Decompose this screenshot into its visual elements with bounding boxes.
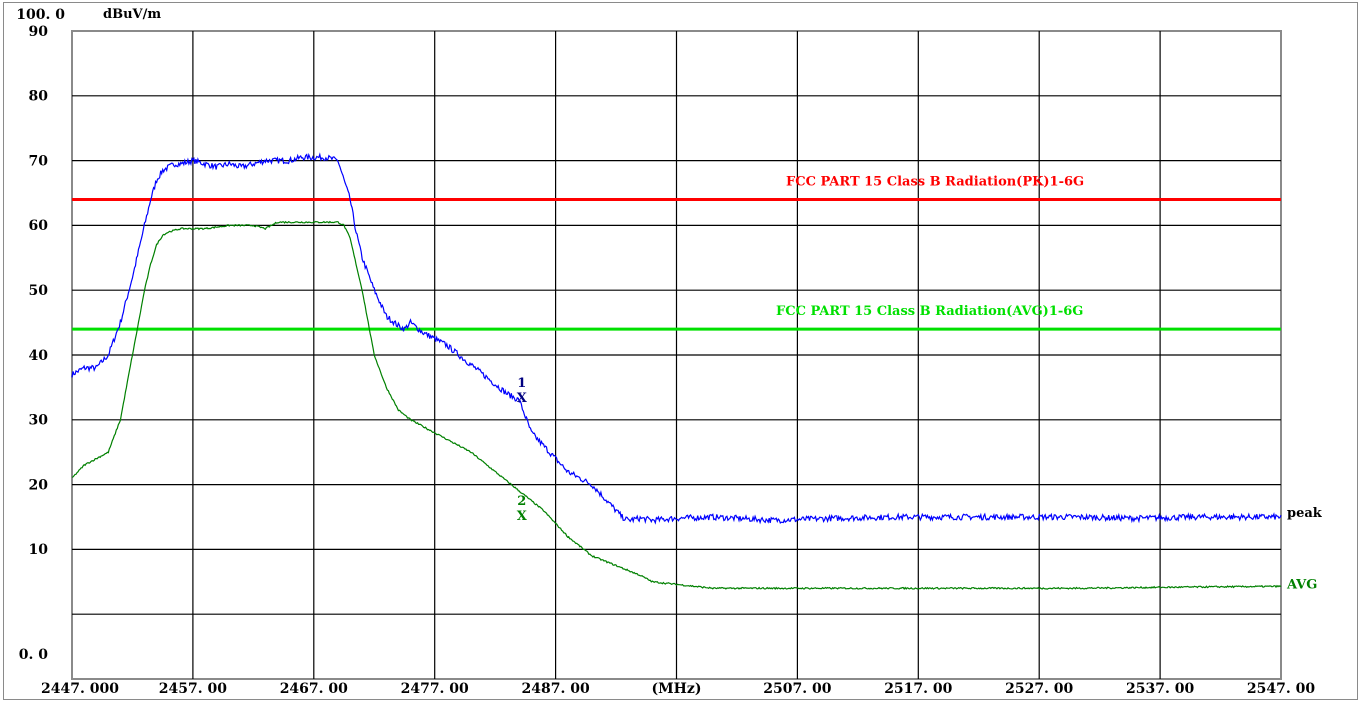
x-tick-label: 2447. 000 <box>41 681 119 697</box>
y-tick-label: 30 <box>29 413 49 429</box>
series-line-peak <box>71 152 1282 525</box>
y-tick-label: 70 <box>29 153 49 169</box>
marker-symbol: X <box>517 509 528 524</box>
y-tick-label: 90 <box>29 24 49 40</box>
limit-lines: FCC PART 15 Class B Radiation(PK)1-6G FCC… <box>72 174 1281 331</box>
series-label: peak <box>1287 506 1323 521</box>
x-tick-label: 2507. 00 <box>763 681 831 697</box>
limit-line-label: FCC PART 15 Class B Radiation(PK)1-6G <box>786 174 1084 189</box>
x-tick-label: (MHz) <box>652 681 702 697</box>
series-label: AVG <box>1286 577 1317 592</box>
y-tick-label: 40 <box>29 348 49 364</box>
marker-number: 1 <box>517 376 526 391</box>
x-tick-label: 2547. 00 <box>1247 681 1315 697</box>
x-tick-label: 2527. 00 <box>1005 681 1073 697</box>
x-tick-label: 2457. 00 <box>159 681 227 697</box>
y-tick-label: 20 <box>29 477 49 493</box>
y-unit-label: dBuV/m <box>103 7 161 22</box>
chart-frame <box>3 2 1358 700</box>
x-tick-label: 2517. 00 <box>884 681 952 697</box>
x-tick-label: 2477. 00 <box>401 681 469 697</box>
y-tick-label: 0. 0 <box>19 647 48 663</box>
x-tick-label: 2537. 00 <box>1126 681 1194 697</box>
grid <box>71 30 1282 680</box>
y-tick-label: 10 <box>29 542 49 558</box>
y-tick-label: 100. 0 <box>16 7 65 23</box>
marker-symbol: X <box>517 391 528 406</box>
series-line-avg <box>71 220 1282 591</box>
limit-line-label: FCC PART 15 Class B Radiation(AVG)1-6G <box>776 304 1083 319</box>
y-tick-label: 60 <box>29 218 49 234</box>
x-tick-label: 2467. 00 <box>280 681 348 697</box>
series-group: peak AVG <box>71 152 1323 592</box>
y-tick-label: 50 <box>29 283 49 299</box>
y-tick-label: 80 <box>29 89 49 105</box>
x-tick-label: 2487. 00 <box>521 681 589 697</box>
marker-number: 2 <box>517 494 526 509</box>
